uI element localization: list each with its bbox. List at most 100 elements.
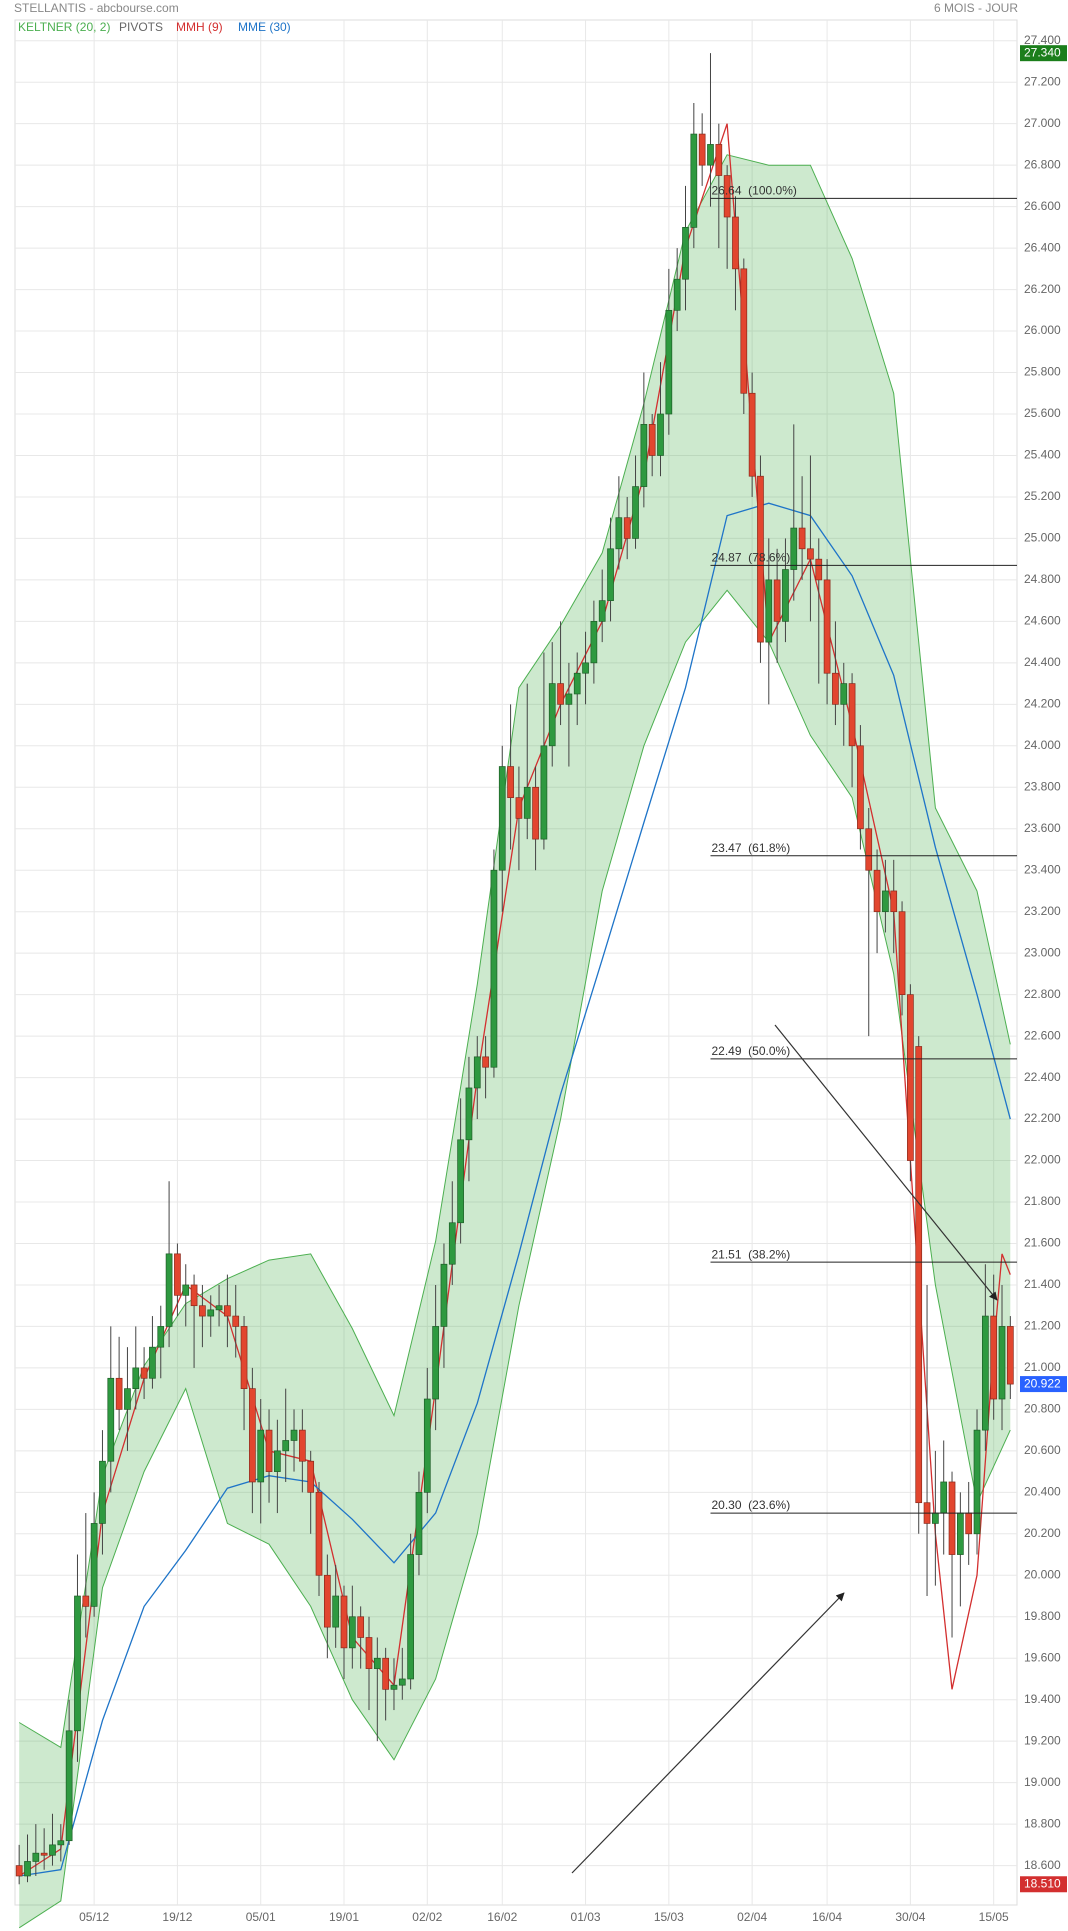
candle-body (265, 1429, 273, 1472)
annotation-arrow (571, 1592, 845, 1874)
candle-body (432, 1326, 439, 1400)
candle-body (648, 424, 656, 456)
candle-body (182, 1284, 190, 1296)
y-tick-label: 21.400 (1024, 1277, 1061, 1291)
price-tag-label: 18.510 (1024, 1876, 1061, 1890)
y-tick-label: 20.000 (1024, 1567, 1061, 1581)
y-tick-label: 23.800 (1024, 779, 1061, 793)
candle-body (707, 144, 714, 166)
candle-body (990, 1315, 998, 1400)
candle-body (873, 869, 881, 913)
price-tag (1020, 45, 1067, 62)
x-tick-label: 19/12 (162, 1910, 192, 1924)
candle-body (798, 527, 806, 550)
candle-body (165, 1253, 173, 1327)
price-tag-label: 27.340 (1024, 45, 1061, 59)
candle-body (40, 1852, 48, 1856)
y-tick-label: 23.000 (1024, 945, 1061, 959)
y-tick-label: 27.400 (1024, 33, 1061, 47)
legend-entry: MME (30) (238, 20, 291, 34)
candle-body (823, 579, 831, 674)
candle-body (848, 683, 856, 747)
candle-body (1006, 1326, 1014, 1385)
candle-body (299, 1429, 306, 1462)
y-tick-label: 26.000 (1024, 323, 1061, 337)
candle-body (57, 1840, 65, 1846)
legend-entry: PIVOTS (119, 20, 163, 34)
candle-body (890, 890, 898, 913)
x-tick-label: 05/12 (79, 1910, 109, 1924)
y-tick-label: 25.400 (1024, 448, 1061, 462)
y-tick-label: 22.200 (1024, 1111, 1061, 1125)
candle-body (782, 569, 789, 622)
candle-body (90, 1523, 98, 1607)
candle-body (382, 1657, 389, 1690)
candle-body (65, 1730, 73, 1842)
y-tick-label: 19.600 (1024, 1650, 1061, 1664)
x-tick-label: 19/01 (329, 1910, 359, 1924)
candle-body (557, 683, 564, 705)
candle-body (623, 517, 631, 539)
candle-body (515, 797, 523, 819)
candle-body (249, 1388, 256, 1483)
period-label: 6 MOIS - JOUR (934, 1, 1018, 15)
x-tick-label: 15/03 (654, 1910, 684, 1924)
y-tick-label: 27.200 (1024, 74, 1061, 88)
candle-body (199, 1305, 206, 1317)
candle-body (815, 558, 823, 581)
candle-body (107, 1377, 115, 1462)
candle-body (773, 579, 781, 622)
candle-body (74, 1595, 81, 1732)
fib-label: 23.47 (61.8%) (711, 841, 790, 855)
candle-body (15, 1865, 23, 1877)
plot-area: 26.64 (100.0%) 24.87 (78.6%) 23.47 (61.8%)… (15, 20, 1017, 1929)
candle-body (82, 1595, 90, 1607)
candle-body (673, 278, 681, 311)
y-tick-label: 22.600 (1024, 1028, 1061, 1042)
chart-title: STELLANTIS - abcbourse.com (14, 1, 179, 15)
candle-body (140, 1367, 148, 1379)
candle-body (507, 766, 514, 798)
plot-frame (14, 19, 1018, 1906)
candle-body (940, 1481, 948, 1514)
candle-body (323, 1574, 331, 1628)
candle-body (49, 1844, 56, 1856)
candle-body (407, 1554, 414, 1680)
candle-body (598, 600, 606, 622)
candle-body (415, 1491, 423, 1555)
price-tag (1020, 1876, 1067, 1893)
y-tick-label: 24.800 (1024, 572, 1061, 586)
candle-body (915, 1046, 923, 1504)
x-tick-label: 01/03 (571, 1910, 601, 1924)
candle-body (423, 1398, 431, 1493)
candle-body (898, 911, 906, 995)
y-tick-label: 22.800 (1024, 987, 1061, 1001)
candle-body (257, 1429, 265, 1483)
candle-body (132, 1367, 140, 1389)
x-tick-label: 02/04 (737, 1910, 767, 1924)
candle-body (99, 1460, 106, 1524)
x-tick-label: 16/02 (487, 1910, 517, 1924)
candle-body (540, 745, 548, 840)
candle-body (948, 1481, 956, 1555)
candle-body (973, 1429, 981, 1535)
y-tick-label: 24.400 (1024, 655, 1061, 669)
annotation-arrow (774, 1024, 998, 1301)
candle-body (448, 1222, 456, 1265)
candle-body (348, 1616, 356, 1649)
candle-body (224, 1305, 231, 1317)
candle-body (124, 1388, 131, 1410)
candle-body (682, 227, 689, 280)
candle-body (498, 766, 506, 871)
candle-body (690, 133, 698, 228)
candle-body (190, 1284, 198, 1307)
candle-body (882, 890, 889, 913)
candle-body (315, 1491, 323, 1576)
candle-body (665, 309, 673, 415)
candle-body (748, 392, 756, 477)
y-tick-label: 21.200 (1024, 1319, 1061, 1333)
x-tick-label: 02/02 (412, 1910, 442, 1924)
candle-body (573, 672, 581, 695)
